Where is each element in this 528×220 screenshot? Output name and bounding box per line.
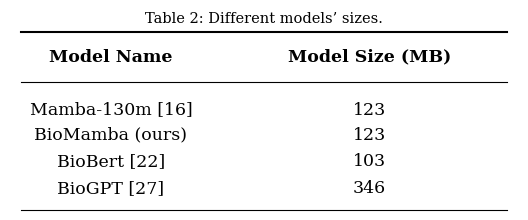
Text: 103: 103: [353, 153, 386, 170]
Text: Model Name: Model Name: [49, 49, 173, 66]
Text: 123: 123: [353, 127, 386, 144]
Text: Table 2: Different models’ sizes.: Table 2: Different models’ sizes.: [145, 12, 383, 26]
Text: BioBert [22]: BioBert [22]: [56, 153, 165, 170]
Text: BioGPT [27]: BioGPT [27]: [58, 180, 164, 197]
Text: BioMamba (ours): BioMamba (ours): [34, 127, 187, 144]
Text: Mamba-130m [16]: Mamba-130m [16]: [30, 101, 192, 119]
Text: 123: 123: [353, 101, 386, 119]
Text: Model Size (MB): Model Size (MB): [288, 49, 451, 66]
Text: 346: 346: [353, 180, 386, 197]
